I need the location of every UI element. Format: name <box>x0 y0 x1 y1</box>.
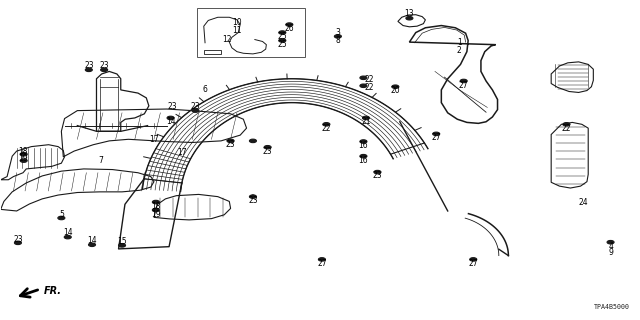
Text: 3: 3 <box>335 28 340 37</box>
Text: 16: 16 <box>358 156 368 164</box>
Circle shape <box>250 139 257 143</box>
Circle shape <box>88 243 95 246</box>
Text: 22: 22 <box>364 83 374 92</box>
Circle shape <box>360 140 367 143</box>
Circle shape <box>563 123 570 126</box>
Text: 12: 12 <box>223 35 232 44</box>
Text: 21: 21 <box>361 117 371 126</box>
Polygon shape <box>250 195 256 197</box>
Text: 23: 23 <box>168 102 177 111</box>
Circle shape <box>264 146 271 149</box>
Text: 27: 27 <box>459 81 468 90</box>
Text: 17: 17 <box>149 135 159 144</box>
Text: TPA4B5000: TPA4B5000 <box>594 304 630 310</box>
Polygon shape <box>89 244 95 247</box>
Text: 22: 22 <box>562 124 572 132</box>
Text: 16: 16 <box>358 141 368 150</box>
Text: 19: 19 <box>151 210 161 219</box>
Circle shape <box>360 76 367 80</box>
Circle shape <box>58 216 65 220</box>
Circle shape <box>250 195 257 198</box>
Polygon shape <box>153 208 159 211</box>
Text: 18: 18 <box>151 202 161 211</box>
Circle shape <box>433 132 440 136</box>
Text: 9: 9 <box>608 248 613 257</box>
Text: 10: 10 <box>232 19 242 28</box>
Circle shape <box>460 79 467 83</box>
Circle shape <box>319 258 325 261</box>
Circle shape <box>406 16 413 20</box>
Circle shape <box>167 116 174 120</box>
Text: FR.: FR. <box>44 286 62 296</box>
Text: 23: 23 <box>226 140 236 149</box>
Circle shape <box>64 235 71 239</box>
Text: 15: 15 <box>117 237 127 246</box>
Text: 24: 24 <box>579 197 589 206</box>
Text: 1: 1 <box>457 38 461 47</box>
Circle shape <box>192 109 199 112</box>
Text: 27: 27 <box>431 133 441 142</box>
Text: 4: 4 <box>608 242 613 251</box>
Text: 14: 14 <box>166 117 175 126</box>
Text: 2: 2 <box>457 45 461 55</box>
Text: 8: 8 <box>335 36 340 45</box>
Circle shape <box>334 35 341 38</box>
Text: 6: 6 <box>203 85 207 94</box>
Circle shape <box>286 23 293 26</box>
Circle shape <box>152 200 159 204</box>
Circle shape <box>15 241 22 244</box>
Circle shape <box>362 116 369 120</box>
Text: 22: 22 <box>364 75 374 84</box>
Text: 19: 19 <box>18 154 28 163</box>
Circle shape <box>100 68 108 72</box>
Text: 20: 20 <box>390 86 400 95</box>
Text: 23: 23 <box>13 235 23 244</box>
Circle shape <box>360 84 367 87</box>
Circle shape <box>85 68 92 72</box>
Text: 18: 18 <box>19 147 28 156</box>
Text: 13: 13 <box>404 9 414 18</box>
Text: 14: 14 <box>63 228 72 237</box>
Circle shape <box>607 240 614 244</box>
Circle shape <box>360 155 367 158</box>
Text: 27: 27 <box>468 259 478 268</box>
Text: 11: 11 <box>232 26 242 35</box>
Circle shape <box>118 244 125 247</box>
Text: 25: 25 <box>278 40 287 49</box>
Text: 23: 23 <box>248 196 258 205</box>
Text: 23: 23 <box>263 147 273 156</box>
Text: 23: 23 <box>191 102 200 111</box>
Text: 5: 5 <box>59 210 64 219</box>
Text: 23: 23 <box>84 61 93 70</box>
Polygon shape <box>168 117 173 120</box>
Text: 23: 23 <box>372 172 382 180</box>
Text: 26: 26 <box>285 24 294 33</box>
Text: 22: 22 <box>322 124 331 132</box>
Text: 14: 14 <box>87 236 97 245</box>
Text: 27: 27 <box>317 259 327 268</box>
Circle shape <box>152 208 159 212</box>
Circle shape <box>279 31 286 34</box>
Circle shape <box>279 39 286 42</box>
Circle shape <box>374 170 381 174</box>
Polygon shape <box>119 243 125 246</box>
Circle shape <box>227 139 234 143</box>
Text: 25: 25 <box>278 32 287 41</box>
Text: 17: 17 <box>177 148 187 157</box>
Circle shape <box>470 258 477 261</box>
Circle shape <box>20 159 27 162</box>
Circle shape <box>392 85 399 88</box>
Text: 23: 23 <box>99 61 109 70</box>
Circle shape <box>323 123 330 126</box>
Text: 7: 7 <box>99 156 104 164</box>
Circle shape <box>20 153 27 156</box>
